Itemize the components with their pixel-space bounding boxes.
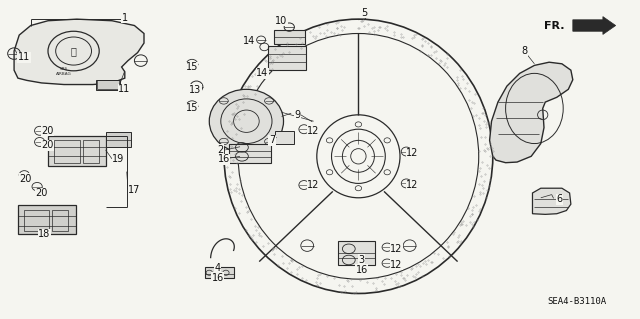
Bar [83, 140, 99, 163]
Polygon shape [573, 17, 616, 34]
Text: 20: 20 [42, 126, 54, 136]
Ellipse shape [317, 115, 400, 198]
Bar [18, 205, 76, 234]
Bar [229, 144, 271, 163]
Bar [106, 132, 131, 147]
Text: 16: 16 [355, 264, 368, 275]
Text: 2: 2 [218, 145, 224, 155]
Text: 17: 17 [128, 185, 140, 195]
Text: FR.: FR. [544, 20, 564, 31]
Text: 8: 8 [522, 46, 528, 56]
Text: 16: 16 [211, 272, 224, 283]
Text: 18: 18 [38, 229, 51, 240]
Text: 12: 12 [307, 126, 319, 136]
Text: 5: 5 [362, 8, 368, 18]
Polygon shape [14, 19, 144, 85]
Bar [24, 210, 49, 231]
Text: 12: 12 [406, 180, 419, 190]
Bar [96, 80, 120, 90]
Text: 11: 11 [18, 52, 30, 63]
Bar [338, 241, 375, 265]
Text: 14: 14 [243, 36, 255, 47]
Bar [275, 131, 294, 144]
Text: 11: 11 [118, 84, 131, 94]
Text: SEA4-B3110A: SEA4-B3110A [547, 297, 606, 306]
Bar [54, 140, 80, 163]
Text: 16: 16 [218, 154, 230, 165]
Polygon shape [532, 188, 571, 214]
Text: 20: 20 [35, 188, 47, 198]
Text: 13: 13 [189, 85, 201, 95]
Bar [205, 267, 234, 278]
Bar [48, 136, 106, 166]
Text: 4: 4 [214, 263, 221, 273]
Text: SRS
AIRBAG: SRS AIRBAG [56, 68, 72, 76]
Text: 1: 1 [122, 12, 128, 23]
Text: 12: 12 [307, 180, 319, 190]
Text: 14: 14 [256, 68, 268, 78]
Bar [268, 46, 306, 70]
Bar [52, 210, 68, 231]
Text: 12: 12 [390, 260, 403, 270]
Text: 15: 15 [186, 103, 198, 114]
Text: 12: 12 [406, 148, 419, 158]
Text: 10: 10 [275, 16, 287, 26]
Text: 𝒜: 𝒜 [70, 46, 77, 56]
Polygon shape [490, 62, 573, 163]
Ellipse shape [238, 33, 479, 279]
Text: 3: 3 [358, 255, 365, 265]
Text: 7: 7 [269, 135, 275, 145]
Text: 20: 20 [19, 174, 31, 184]
Bar [97, 80, 119, 89]
Ellipse shape [209, 89, 284, 153]
Text: 9: 9 [294, 110, 301, 120]
Text: 15: 15 [186, 62, 198, 72]
Text: 20: 20 [42, 140, 54, 150]
Text: 19: 19 [112, 154, 124, 165]
Text: 12: 12 [390, 244, 403, 254]
Bar [274, 30, 305, 44]
Text: 6: 6 [557, 194, 563, 204]
